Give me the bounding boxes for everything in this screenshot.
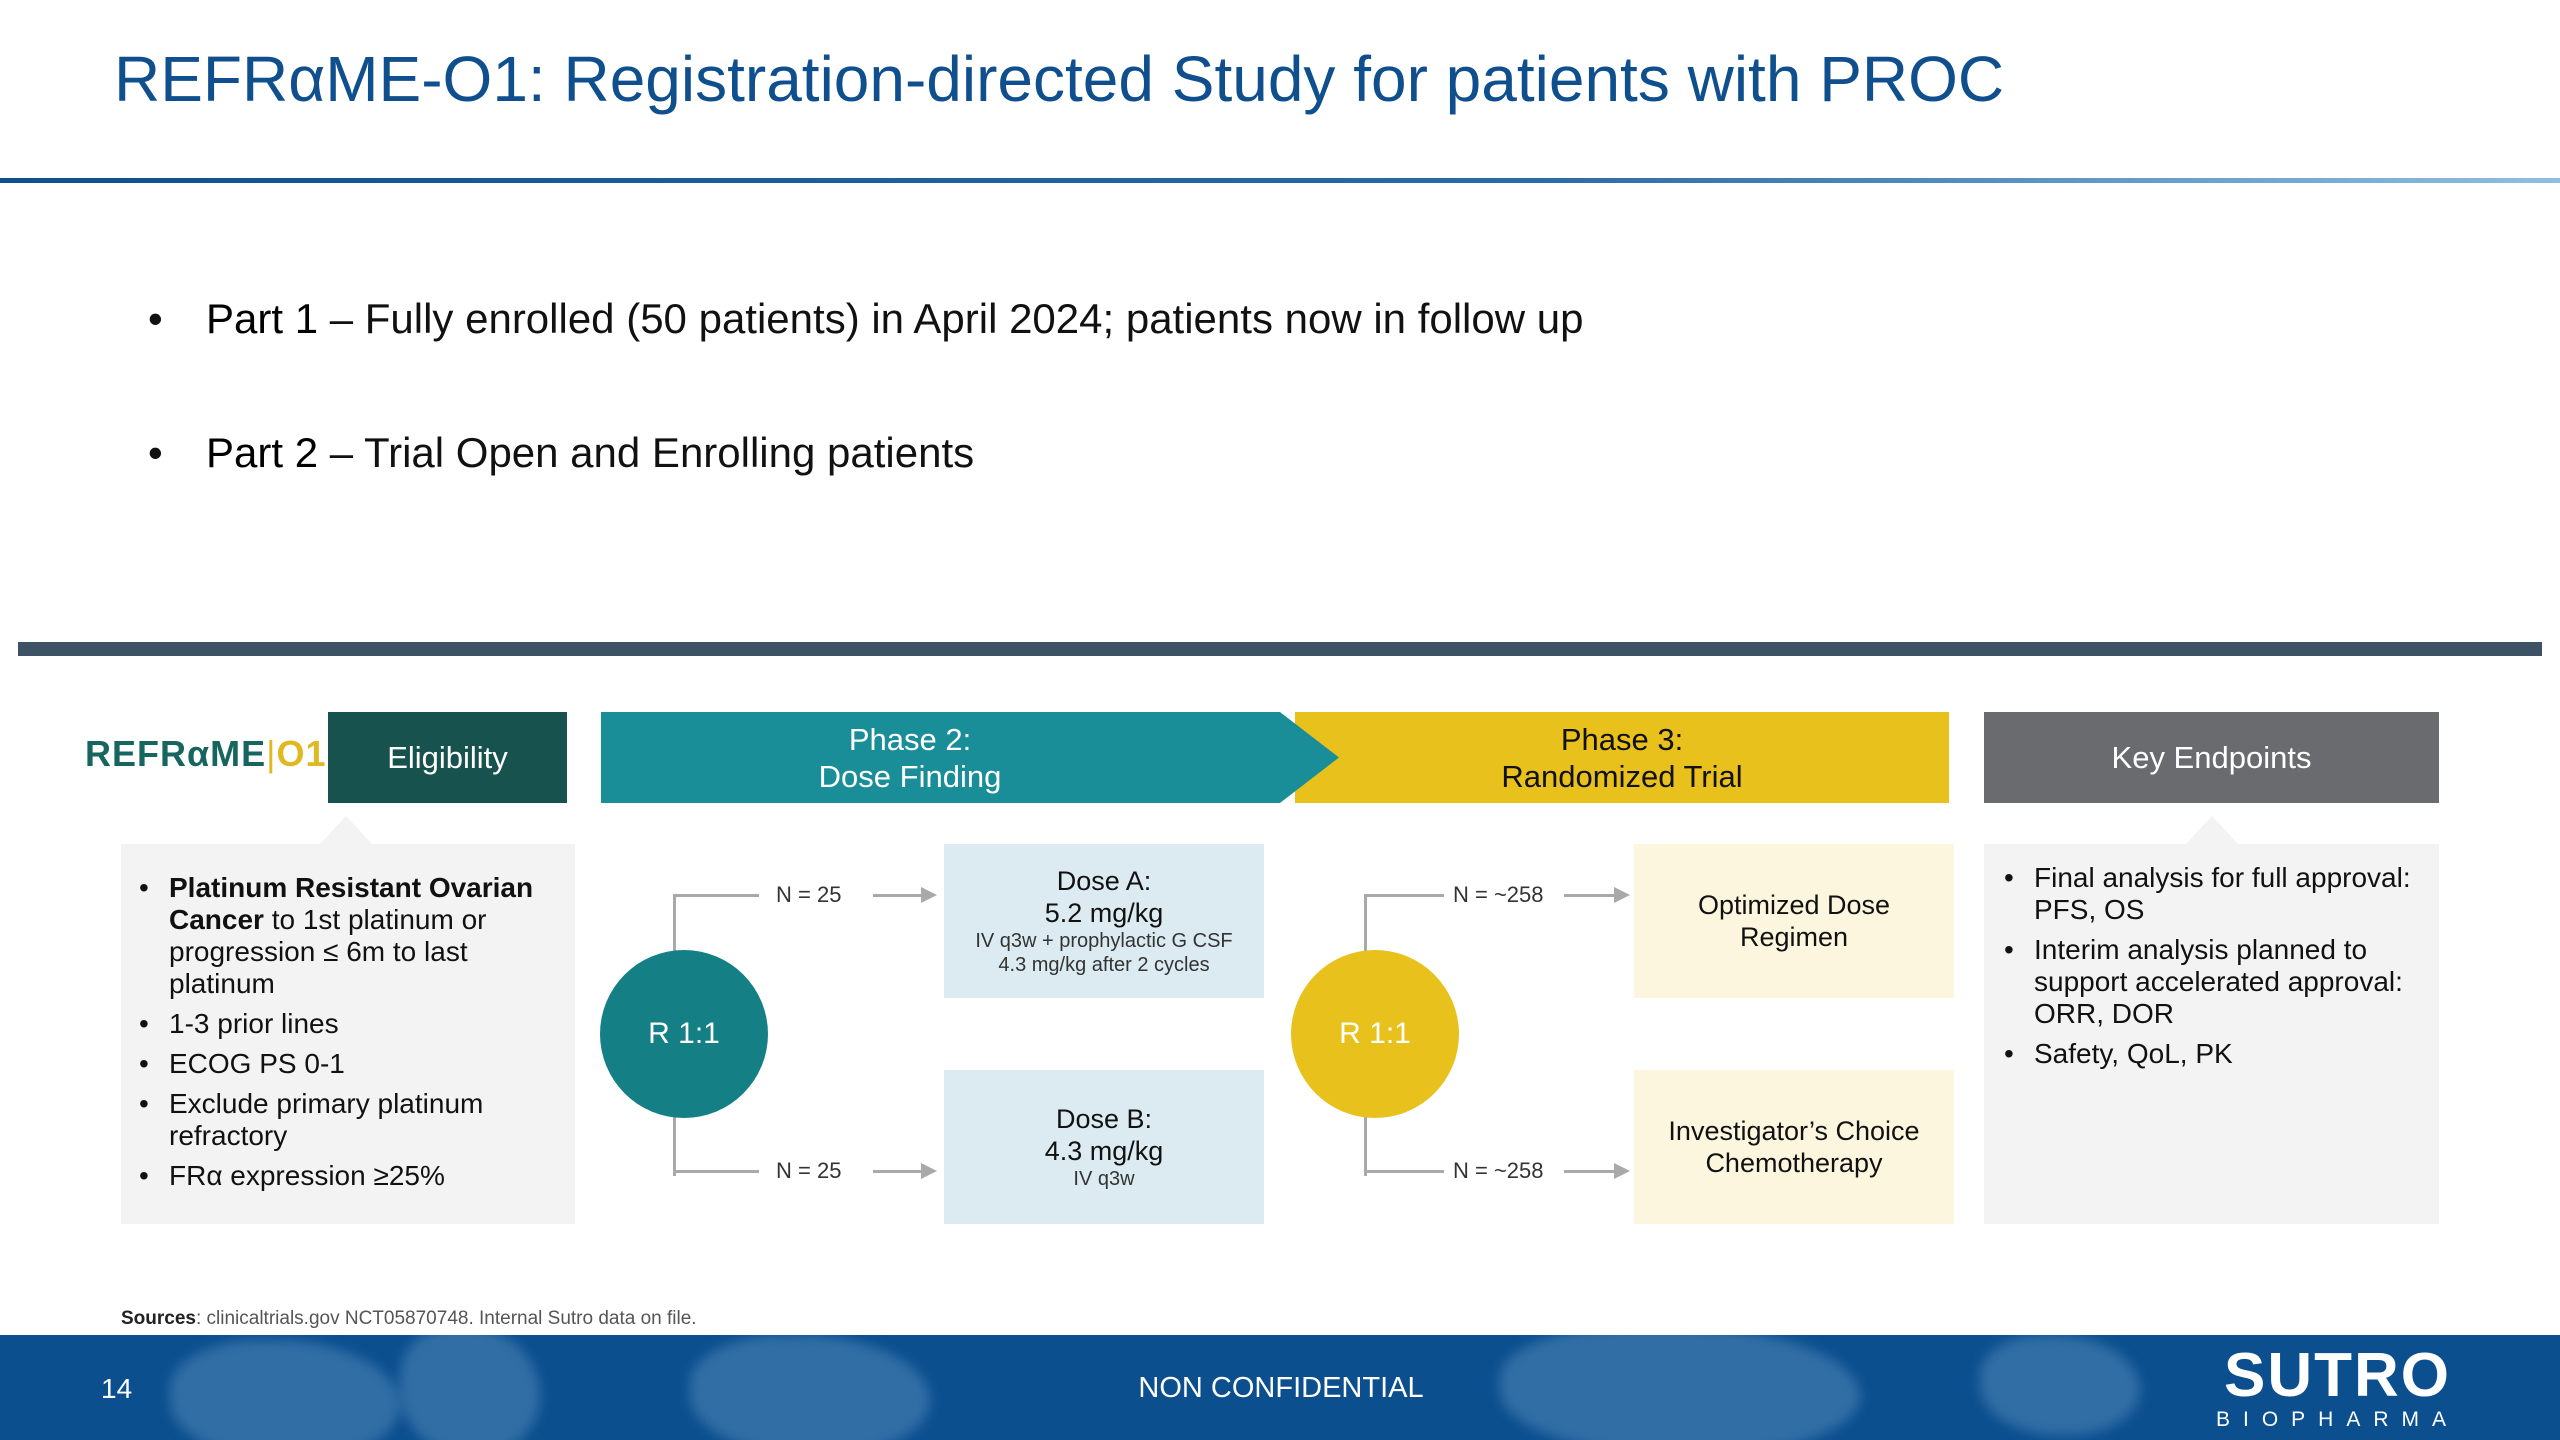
eligibility-panel: Platinum Resistant Ovarian Cancer to 1st… [121,816,575,1224]
bullet-label: Part 1 [206,295,319,342]
phase2-line1: Phase 2: [848,721,972,757]
eligibility-item-text: to 1st platinum or progression ≤ 6m to l… [169,904,487,999]
endpoint-item: Final analysis for full approval: PFS, O… [2004,862,2429,926]
arm2-line2: Chemotherapy [1705,1148,1883,1178]
arm1-line2: Regimen [1739,922,1849,952]
eligibility-list: Platinum Resistant Ovarian Cancer to 1st… [139,872,559,1200]
phase3-header-label: Phase 3: Randomized Trial [1501,721,1742,795]
bullet-part-2: • Part 2 – Trial Open and Enrolling patie… [148,429,974,477]
arm2-line1: Investigator’s Choice [1668,1116,1920,1146]
bullet-text: – Fully enrolled (50 patients) in April … [318,295,1584,342]
eligibility-item-bold: Platinum Resistant Ovarian Cancer [169,872,534,935]
arrow-right-icon [873,887,937,903]
phase3-line1: Phase 3: [1560,721,1684,757]
bullet-part-1: • Part 1 – Fully enrolled (50 patients) i… [148,295,1583,343]
decorative-texture [1980,1335,2140,1435]
decorative-texture [400,1335,540,1440]
sutro-logo: SUTRO BIOPHARMA [2190,1345,2485,1433]
endpoint-item: Interim analysis planned to support acce… [2004,934,2429,1030]
eligibility-item: Platinum Resistant Ovarian Cancer to 1st… [139,872,559,1000]
arrow-right-icon [873,1163,937,1179]
decorative-texture [1500,1335,1860,1440]
eligibility-header-label: Eligibility [387,740,508,775]
sources-text: : clinicaltrials.gov NCT05870748. Intern… [195,1308,697,1329]
phase2-randomization-circle: R 1:1 [600,950,768,1118]
decorative-texture [690,1335,930,1440]
phase3-n-bottom: N = ~258 [1453,1158,1544,1183]
title-divider [0,178,2560,183]
sources-note: Sources: clinicaltrials.gov NCT05870748.… [121,1308,697,1330]
dose-a-title: Dose A: [1056,866,1152,896]
phase2-connector-bottom [673,1170,759,1173]
footer-band [0,1335,2560,1440]
phase3-line2: Randomized Trial [1501,758,1743,794]
dose-a-detail: 4.3 mg/kg after 2 cycles [998,954,1210,976]
panel-pointer [2186,816,2238,844]
phase3-randomization-circle: R 1:1 [1291,950,1459,1118]
dose-b-dose: 4.3 mg/kg [1044,1136,1164,1166]
phase2-header: Phase 2: Dose Finding [601,712,1339,803]
endpoint-item: Safety, QoL, PK [2004,1038,2429,1070]
dose-a-detail: IV q3w + prophylactic G CSF [975,930,1233,952]
eligibility-item: FRα expression ≥25% [139,1160,559,1192]
optimized-dose-box: Optimized Dose Regimen [1634,844,1954,998]
section-divider [18,642,2542,656]
eligibility-item: Exclude primary platinum refractory [139,1088,559,1152]
bullet-label: Part 2 [206,429,319,476]
logo-suffix: O1 [276,733,327,774]
phase2-n-top: N = 25 [776,882,842,907]
classification-label: NON CONFIDENTIAL [1138,1372,1424,1404]
phase3-connector-top [1364,894,1444,897]
panel-pointer [320,816,372,844]
logo-sub: BIOPHARMA [2215,1408,2460,1431]
key-endpoints-panel: Final analysis for full approval: PFS, O… [1984,816,2439,1224]
dose-b-title: Dose B: [1055,1104,1153,1134]
key-endpoints-list: Final analysis for full approval: PFS, O… [2004,862,2429,1078]
arrow-right-icon [1564,887,1630,903]
eligibility-header: Eligibility [328,712,567,803]
phase2-line2: Dose Finding [818,758,1002,794]
bullet-glyph: • [148,429,163,476]
dose-a-box: Dose A: 5.2 mg/kg IV q3w + prophylactic … [944,844,1264,998]
dose-b-box: Dose B: 4.3 mg/kg IV q3w [944,1070,1264,1224]
page-number: 14 [101,1373,133,1404]
phase3-randomization-label: R 1:1 [1339,1017,1411,1050]
logo-main: REFRαME [85,733,267,774]
arrow-right-icon [1564,1163,1630,1179]
page-title: REFRαME-O1: Registration-directed Study … [114,43,2005,115]
phase2-n-bottom: N = 25 [776,1158,842,1183]
phase2-connector-top [673,894,759,897]
phase3-n-top: N = ~258 [1453,882,1544,907]
phase3-header: Phase 3: Randomized Trial [1295,712,1949,803]
reframe-logo: REFRαME|O1 [85,733,327,775]
logo-separator: | [266,733,277,774]
sources-label: Sources [121,1308,196,1329]
arm1-line1: Optimized Dose [1697,890,1891,920]
phase2-header-label: Phase 2: Dose Finding [819,721,1062,795]
logo-main: SUTRO [2224,1341,2451,1410]
investigator-choice-box: Investigator’s Choice Chemotherapy [1634,1070,1954,1224]
dose-a-dose: 5.2 mg/kg [1044,898,1164,928]
bullet-text: – Trial Open and Enrolling patients [318,429,975,476]
eligibility-item: ECOG PS 0-1 [139,1048,559,1080]
key-endpoints-header: Key Endpoints [1984,712,2439,803]
decorative-texture [170,1340,400,1440]
key-endpoints-header-label: Key Endpoints [2111,740,2312,775]
dose-b-detail: IV q3w [1073,1168,1135,1190]
bullet-glyph: • [148,295,163,342]
eligibility-item: 1-3 prior lines [139,1008,559,1040]
phase2-randomization-label: R 1:1 [648,1017,720,1050]
phase3-connector-bottom [1364,1170,1444,1173]
